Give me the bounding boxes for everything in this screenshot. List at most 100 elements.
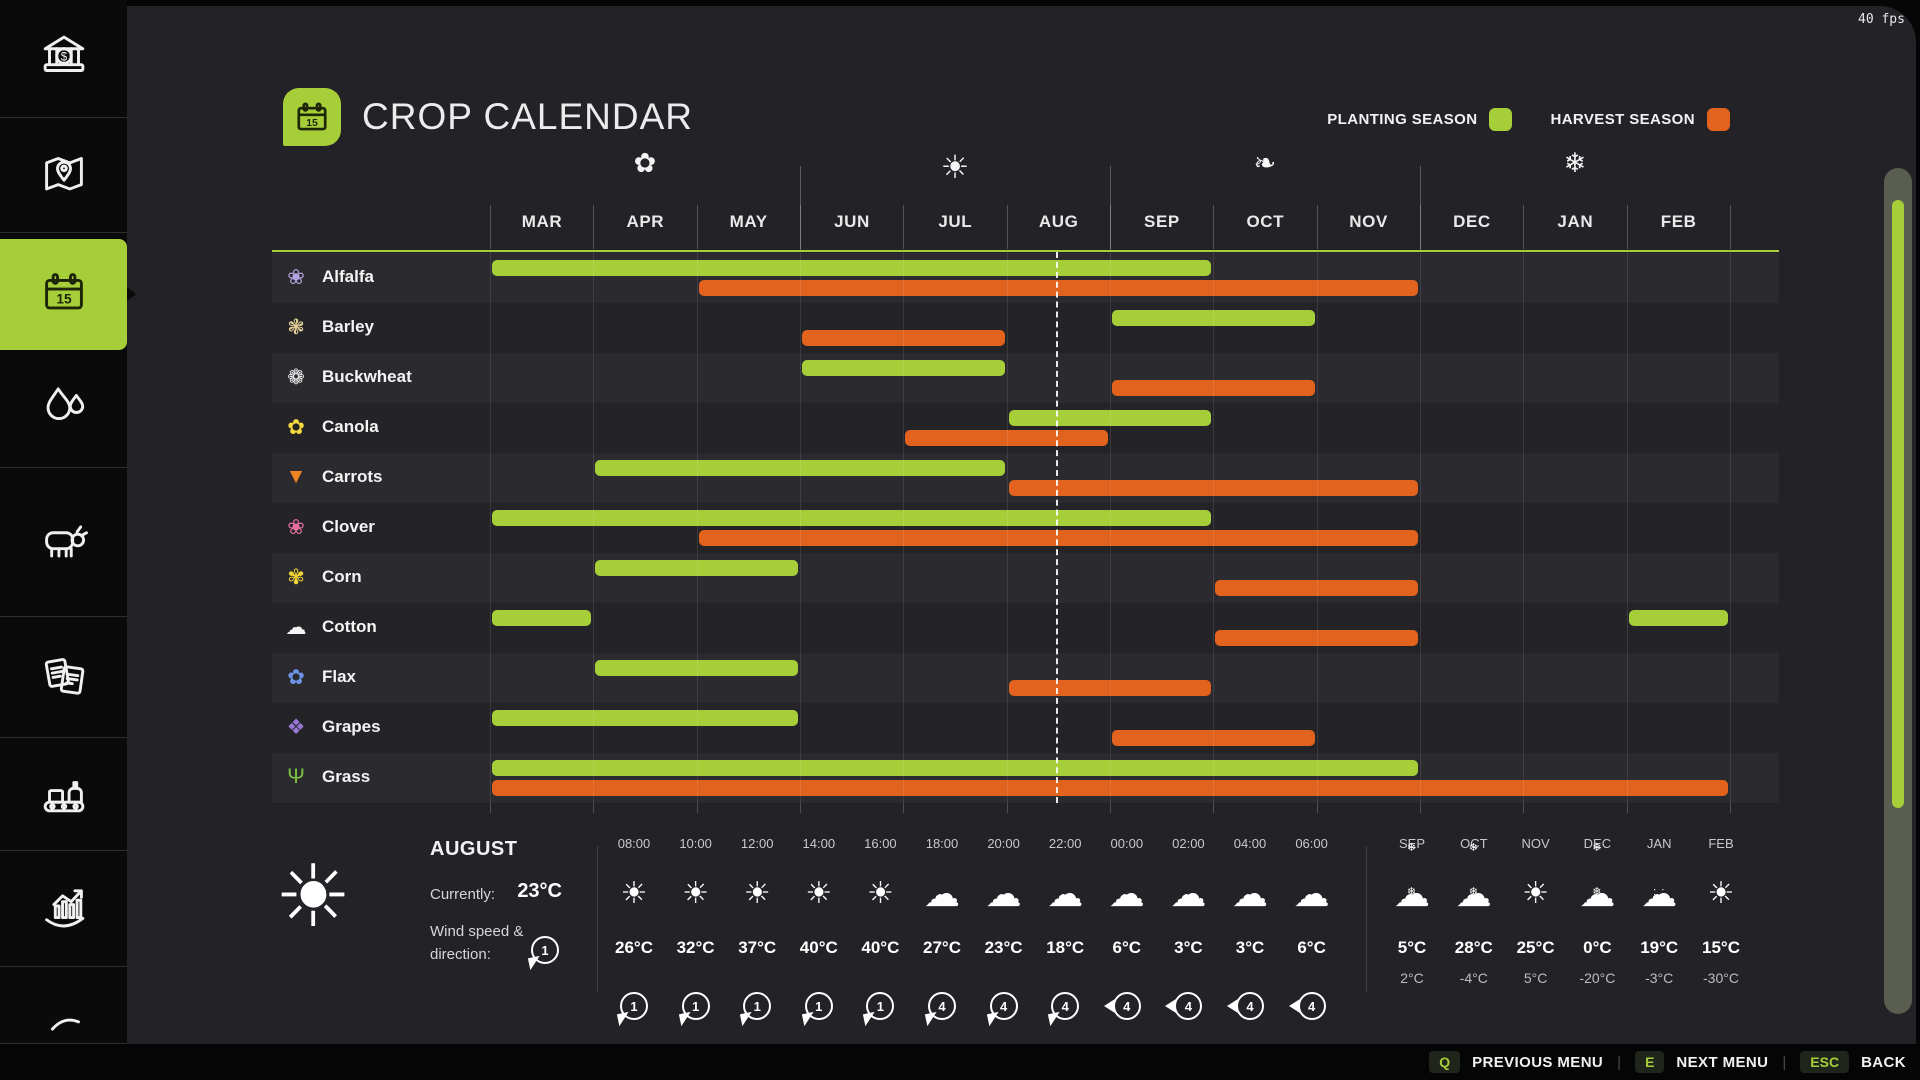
selected-tab-arrow (127, 287, 136, 301)
forecast-month-label: FEB (1708, 836, 1734, 851)
sidebar-item-more[interactable] (0, 967, 127, 1044)
month-tick (799, 205, 801, 249)
crop-row[interactable] (272, 303, 1779, 353)
sidebar-item-statistics[interactable] (0, 851, 127, 967)
planting-bar (595, 660, 798, 676)
forecast-month-high: 15°C (1702, 938, 1740, 957)
animals-icon (35, 511, 93, 574)
forecast-hour-temp: 27°C (923, 938, 961, 957)
month-label-jan: JAN (1557, 212, 1594, 231)
planting-bar (595, 560, 798, 576)
month-bottom-tick (1213, 803, 1215, 813)
crop-row[interactable] (272, 553, 1779, 603)
harvest-bar (1215, 580, 1418, 596)
current-wind-badge: 1 (531, 936, 559, 964)
sidebar-item-contracts[interactable] (0, 617, 127, 738)
sidebar-item-finances[interactable]: $ (0, 0, 127, 118)
cloud-icon: ☁ (924, 873, 960, 914)
forecast-hour-time: 10:00 (679, 836, 712, 851)
sidebar-item-map[interactable] (0, 118, 127, 233)
month-gridline (903, 252, 905, 803)
forecast-month-label: OCT (1460, 836, 1488, 851)
forecast-hour-temp: 18°C (1046, 938, 1085, 957)
harvest-bar (1111, 730, 1315, 746)
forecast-hour-temp: 23°C (984, 938, 1023, 957)
current-weather-sun-icon: ☀ (274, 849, 352, 945)
crop-label: Grapes (322, 717, 381, 736)
month-tick (1419, 205, 1421, 249)
sidebar-item-water[interactable] (0, 352, 127, 468)
flax-icon: ✿ (287, 666, 305, 689)
crop-label: Grass (322, 767, 371, 786)
cloud-icon: ☁ (1170, 873, 1207, 914)
month-bottom-tick (1626, 803, 1628, 813)
forecast-hour-temp: 37°C (738, 938, 777, 957)
wind-direction-badge: 4 (1297, 992, 1326, 1020)
legend: PLANTING SEASON HARVEST SEASON (1327, 108, 1730, 131)
carrots-icon: ▼ (285, 465, 307, 488)
planting-bar (492, 760, 1418, 776)
crop-row[interactable] (272, 353, 1779, 403)
forecast-month-label: DEC (1583, 836, 1612, 851)
navigation-sidebar: $15 (0, 0, 127, 1080)
harvest-bar (698, 280, 1418, 296)
month-gridline (1523, 252, 1525, 803)
month-gridline (1626, 252, 1628, 803)
crop-label: Carrots (322, 467, 383, 486)
sun-icon: ☀ (620, 877, 648, 910)
month-tick (1316, 205, 1318, 249)
forecast-hour-time: 08:00 (617, 836, 651, 851)
bottom-key-bar: Q PREVIOUS MENU | E NEXT MENU | ESC BACK (0, 1044, 1920, 1080)
forecast-month-label: JAN (1646, 836, 1672, 851)
key-badge-esc: ESC (1800, 1051, 1850, 1073)
planting-bar (492, 510, 1212, 526)
forecast-month-low: -20°C (1579, 970, 1616, 986)
sun-icon: ☀ (866, 877, 894, 910)
month-label-may: MAY (729, 212, 768, 231)
statistics-icon (35, 877, 93, 940)
key-action-q[interactable]: Q PREVIOUS MENU (1429, 1051, 1603, 1073)
cloud-icon: ☁ (1108, 873, 1145, 914)
scrollbar-thumb[interactable] (1892, 200, 1904, 808)
harvest-bar (1008, 480, 1418, 496)
month-label-jun: JUN (834, 212, 870, 231)
month-gridline (1419, 252, 1421, 803)
season-boundary-line (1109, 166, 1111, 252)
crop-label: Alfalfa (322, 267, 374, 286)
forecast-hour-time: 18:00 (925, 836, 959, 851)
sidebar-item-production[interactable] (0, 738, 127, 851)
forecast-month-low: 2°C (1400, 970, 1424, 986)
weather-divider-left (597, 846, 598, 992)
forecast-month-label: SEP (1398, 836, 1426, 851)
month-tick (1626, 205, 1628, 249)
month-tick (593, 205, 595, 249)
month-gridline (799, 252, 801, 803)
cloud-icon: ☁ (1047, 873, 1084, 914)
sidebar-item-crop-calendar[interactable]: 15 (0, 239, 127, 350)
legend-planting-label: PLANTING SEASON (1327, 111, 1478, 128)
month-gridline (1109, 252, 1111, 803)
snow-icon: ☁ ❄ ❄ (1455, 842, 1492, 914)
sidebar-item-animals[interactable] (0, 468, 127, 617)
key-action-e[interactable]: E NEXT MENU (1635, 1051, 1768, 1073)
season-boundary-line (799, 166, 801, 252)
forecast-month-high: 19°C (1640, 938, 1679, 957)
month-bottom-tick (1006, 803, 1008, 813)
sun-icon: ☀ (1522, 877, 1550, 910)
planting-bar (1111, 310, 1315, 326)
month-tick (1729, 205, 1731, 249)
planting-bar (801, 360, 1005, 376)
month-tick (1213, 205, 1215, 249)
corn-icon: ✾ (287, 566, 305, 589)
forecast-hour-time: 14:00 (802, 836, 836, 851)
cloud-icon: ☁ (1232, 873, 1268, 914)
key-action-label: PREVIOUS MENU (1472, 1053, 1604, 1071)
calendar-icon: 15 (283, 88, 341, 146)
month-gridline (490, 252, 491, 803)
svg-text:$: $ (60, 50, 67, 63)
wind-direction-badge: 4 (1174, 992, 1203, 1020)
wind-direction-badge: 1 (866, 992, 895, 1020)
forecast-hour-temp: 32°C (676, 938, 715, 957)
month-bottom-tick (490, 803, 491, 813)
key-action-esc[interactable]: ESC BACK (1800, 1051, 1906, 1073)
